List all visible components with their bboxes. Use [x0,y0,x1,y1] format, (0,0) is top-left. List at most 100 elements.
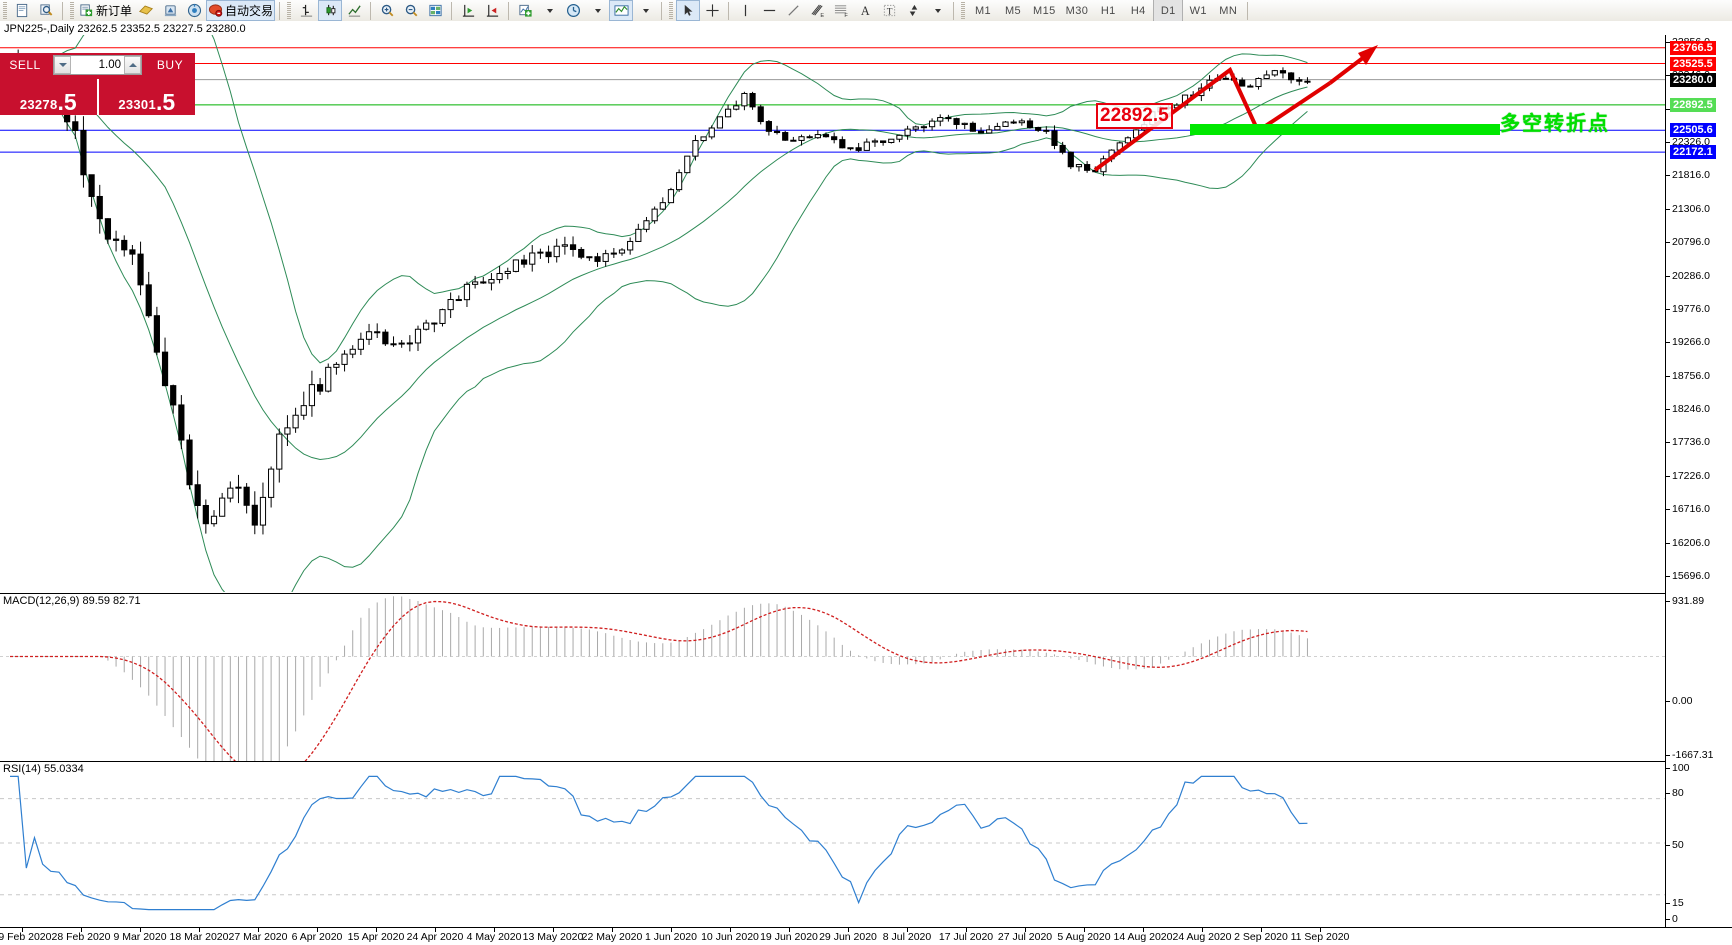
toolbar-grip[interactable] [3,2,7,19]
toolbar-separator-7 [728,1,730,20]
timeframe-d1[interactable]: D1 [1153,0,1184,22]
date-tick-label: 2 Sep 2020 [1234,931,1288,943]
chart-shift-icon[interactable] [456,1,480,20]
new-order-button[interactable]: 新订单 [77,1,134,20]
buy-price-fraction: .5 [155,89,176,115]
date-tick-mark [1025,928,1026,932]
volume-value[interactable]: 1.00 [98,59,121,71]
trendline-icon[interactable] [781,1,805,20]
price-tick-mark [1666,108,1670,110]
text-label-icon[interactable]: T [877,1,901,20]
timeframe-h4[interactable]: H4 [1130,4,1146,17]
price-level-label[interactable]: 22892.5 [1670,97,1716,112]
buy-price[interactable]: 23301.5 [99,77,196,115]
price-level-label[interactable]: 23766.5 [1670,40,1716,55]
price-level-label[interactable]: 22172.1 [1670,145,1716,160]
zoom-out-icon[interactable] [399,1,423,20]
timeframe-m15[interactable]: M15 [1033,4,1056,17]
arrows-dropdown-caret[interactable] [925,1,949,20]
macd-tick-label: 931.89 [1672,595,1705,607]
period-dropdown-caret[interactable] [585,1,609,20]
timeframe-group: M1 M5 M15 M30 H1 H4 D1 W1 MN [968,0,1243,22]
toolbar-separator-3 [370,1,372,20]
date-tick-label: 19 Feb 2020 [0,931,52,943]
text-icon[interactable]: A [853,1,877,20]
horizontal-line-icon[interactable] [757,1,781,20]
auto-scroll-icon[interactable] [480,1,504,20]
rsi-tick-label: 100 [1672,762,1690,774]
volume-stepper[interactable]: 1.00 [53,55,142,75]
toolbar-separator-4 [451,1,453,20]
date-tick-mark [1084,928,1085,932]
vertical-line-icon[interactable] [733,1,757,20]
price-tick-mark [1666,375,1670,377]
toolbar-grip-4[interactable] [669,2,674,19]
auto-trading-button[interactable]: 自动交易 [206,0,276,21]
cursor-icon[interactable] [676,0,701,21]
new-chart-icon[interactable] [10,1,34,20]
crosshair-icon[interactable] [700,1,724,20]
expert-advisors-icon[interactable] [158,1,182,20]
date-tick-label: 24 Aug 2020 [1172,931,1232,943]
date-tick-mark [258,928,259,932]
line-chart-icon[interactable] [342,1,366,20]
toolbar-grip-2[interactable] [70,2,74,19]
price-tick-mark [1666,509,1670,511]
templates-dropdown-caret[interactable] [633,1,657,20]
buy-price-integer: 23301 [118,97,156,112]
buy-button[interactable]: BUY [156,58,184,72]
chart-window[interactable]: JPN225-,Daily 23262.5 23352.5 23227.5 23… [0,21,1732,944]
period-clock-icon[interactable] [561,1,585,20]
sell-button[interactable]: SELL [9,58,41,72]
price-tick-label: 17736.0 [1672,436,1710,449]
arrows-icon[interactable] [901,1,925,20]
price-axis[interactable]: 23856.023346.022836.022326.021816.021306… [1665,35,1732,927]
rsi-tick-mark [1666,845,1670,846]
timeframe-w1[interactable]: W1 [1189,4,1207,17]
date-tick-mark [22,928,23,932]
date-tick-label: 19 Jun 2020 [760,931,818,943]
volume-increase-button[interactable] [124,56,141,74]
price-tick-mark [1666,142,1670,143]
macd-plot [0,596,1665,762]
metaeditor-icon[interactable] [134,1,158,20]
timeframe-m5[interactable]: M5 [1004,4,1022,17]
price-pane[interactable] [0,35,1732,592]
price-level-label[interactable]: 23525.5 [1670,56,1716,71]
fibonacci-icon[interactable]: F [829,1,853,20]
date-tick-label: 15 Apr 2020 [347,931,405,943]
macd-tick-mark [1666,601,1670,602]
macd-pane[interactable]: MACD(12,26,9) 89.59 82.71 [0,593,1732,762]
tile-windows-icon[interactable] [423,1,447,20]
one-click-trading-panel[interactable]: SELL 1.00 BUY 23278.5 23301.5 [0,53,195,115]
toolbar-grip-5[interactable] [961,2,966,19]
toolbar-separator-5 [508,1,510,20]
timeframe-h1[interactable]: H1 [1100,4,1116,17]
volume-decrease-button[interactable] [54,56,71,74]
sell-price[interactable]: 23278.5 [0,77,97,115]
price-level-label[interactable]: 23280.0 [1670,72,1716,87]
candlestick-chart-icon[interactable] [318,0,343,21]
price-tick-label: 18246.0 [1672,403,1710,416]
date-tick-mark [1320,928,1321,932]
price-level-label[interactable]: 22505.6 [1670,123,1716,138]
turning-point-note[interactable]: 多空转折点 [1500,113,1610,135]
price-callout-box[interactable]: 22892.5 [1096,103,1173,129]
indicator-dropdown-caret[interactable] [537,1,561,20]
add-indicator-icon[interactable] [513,1,537,20]
trade-panel-prices: 23278.5 23301.5 [0,77,195,115]
toolbar-grip-3[interactable] [287,2,292,19]
timeframe-mn[interactable]: MN [1219,4,1238,17]
price-tick-label: 17226.0 [1672,469,1710,482]
timeframe-m1[interactable]: M1 [974,4,992,17]
bar-chart-icon[interactable] [294,1,318,20]
templates-icon[interactable] [609,0,634,21]
navigator-icon[interactable] [182,1,206,20]
timeframe-m30[interactable]: M30 [1065,4,1089,17]
equidistant-channel-icon[interactable]: E [805,1,829,20]
support-shelf[interactable] [1190,124,1500,135]
profiles-search-icon[interactable] [34,1,58,20]
zoom-in-icon[interactable] [375,1,399,20]
rsi-pane[interactable]: RSI(14) 55.0334 [0,761,1732,928]
